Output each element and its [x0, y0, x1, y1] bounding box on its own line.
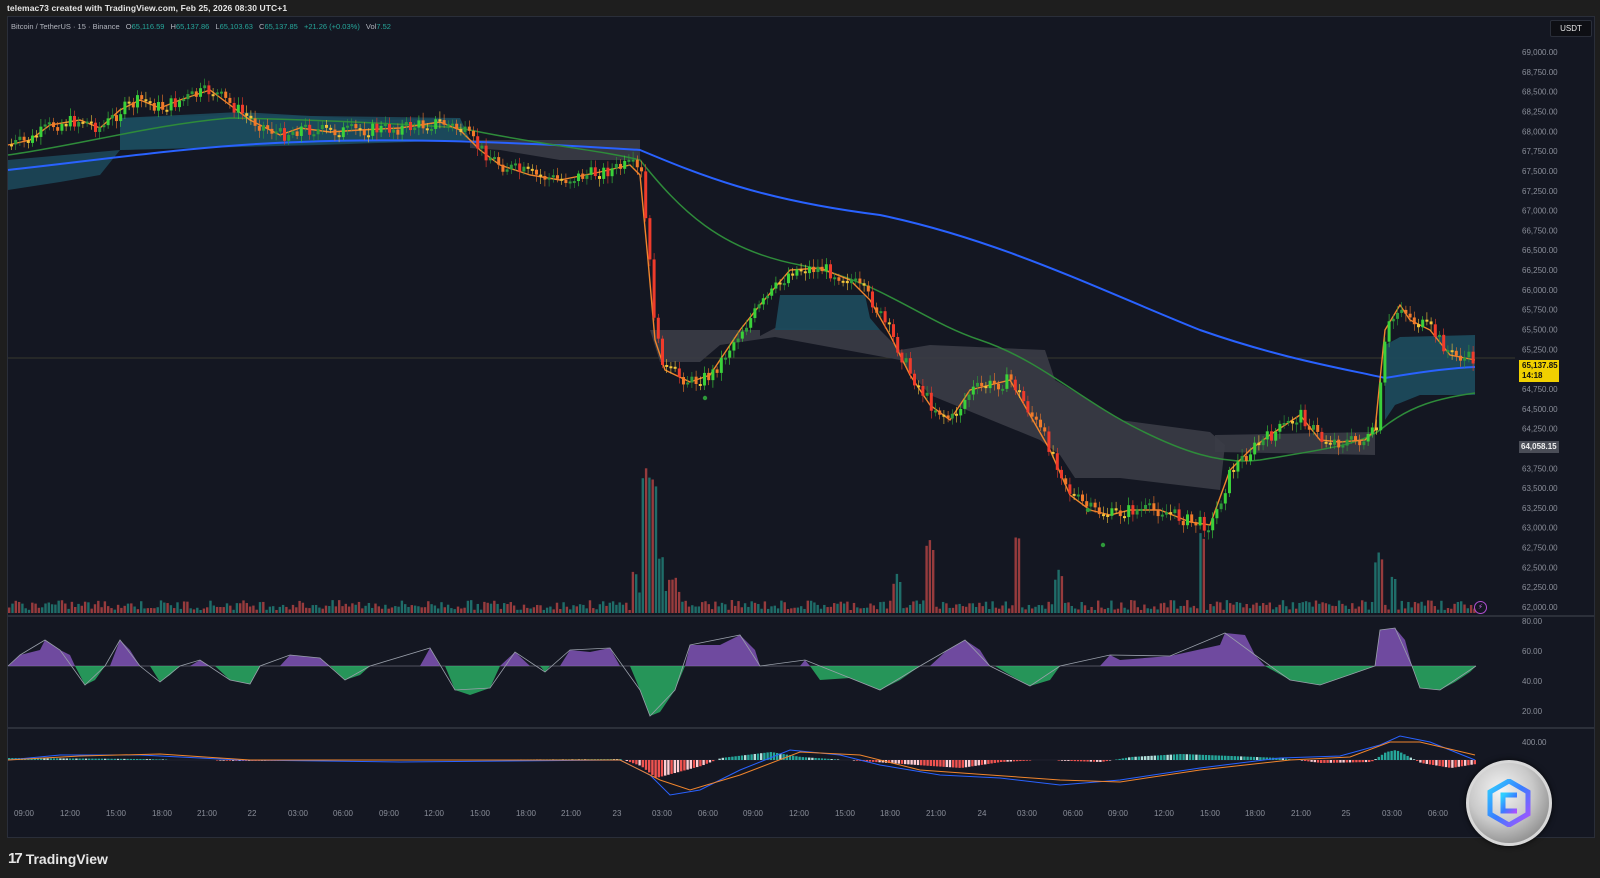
oscillator-bull-area: [8, 628, 1412, 666]
candles: [10, 78, 1475, 548]
macd-line: [7, 735, 1476, 796]
svg-text:12:00: 12:00: [60, 809, 81, 818]
svg-text:03:00: 03:00: [288, 809, 309, 818]
ema-slow-line: [7, 139, 1476, 380]
svg-text:12:00: 12:00: [789, 809, 810, 818]
cloud-bear-2: [650, 328, 1225, 490]
svg-text:63,000.00: 63,000.00: [1522, 524, 1558, 533]
last-price-tag: 65,137.85 14:18: [1519, 360, 1559, 382]
svg-text:68,250.00: 68,250.00: [1522, 107, 1558, 116]
svg-text:67,750.00: 67,750.00: [1522, 147, 1558, 156]
svg-text:18:00: 18:00: [880, 809, 901, 818]
svg-text:64,250.00: 64,250.00: [1522, 425, 1558, 434]
symbol-title[interactable]: Bitcoin / TetherUS · 15 · Binance: [11, 22, 120, 31]
open-value: 65,116.59: [131, 22, 165, 31]
svg-text:18:00: 18:00: [152, 809, 173, 818]
svg-text:03:00: 03:00: [1017, 809, 1038, 818]
tradingview-brand: TradingView: [25, 850, 108, 867]
svg-text:23: 23: [613, 809, 622, 818]
svg-text:62,500.00: 62,500.00: [1522, 563, 1558, 572]
svg-text:22: 22: [248, 809, 257, 818]
oscillator-bear-area: [75, 666, 1476, 716]
low-value: 65,103.63: [219, 22, 253, 31]
svg-text:15:00: 15:00: [1200, 809, 1221, 818]
ema-mid-line: [7, 117, 1476, 462]
level-tag: 64,058.15: [1519, 441, 1559, 453]
svg-text:25: 25: [1342, 809, 1351, 818]
volume-value: 7.52: [376, 22, 391, 31]
svg-text:06:00: 06:00: [1063, 809, 1084, 818]
svg-text:62,750.00: 62,750.00: [1522, 544, 1558, 553]
close-value: 65,137.85: [264, 22, 298, 31]
coin-logo: [1466, 760, 1552, 846]
svg-text:66,250.00: 66,250.00: [1522, 266, 1558, 275]
svg-text:63,250.00: 63,250.00: [1522, 504, 1558, 513]
svg-text:64,750.00: 64,750.00: [1522, 385, 1558, 394]
svg-text:65,250.00: 65,250.00: [1522, 345, 1558, 354]
svg-text:03:00: 03:00: [652, 809, 673, 818]
change-value: +21.26 (+0.03%): [303, 22, 360, 31]
svg-text:67,500.00: 67,500.00: [1522, 167, 1558, 176]
oscillator-line: [7, 627, 1477, 717]
attribution-text: telemac73 created with TradingView.com, …: [7, 3, 288, 13]
svg-text:60.00: 60.00: [1522, 647, 1543, 656]
svg-text:400.00: 400.00: [1522, 738, 1547, 747]
svg-text:20.00: 20.00: [1522, 707, 1543, 716]
svg-text:66,750.00: 66,750.00: [1522, 226, 1558, 235]
svg-text:62,250.00: 62,250.00: [1522, 583, 1558, 592]
svg-text:18:00: 18:00: [1245, 809, 1266, 818]
svg-text:12:00: 12:00: [1154, 809, 1175, 818]
svg-text:68,000.00: 68,000.00: [1522, 127, 1558, 136]
svg-text:09:00: 09:00: [379, 809, 400, 818]
tradingview-logo[interactable]: 17 TradingView: [8, 850, 108, 867]
hexagon-logo-icon: [1487, 779, 1531, 827]
svg-text:68,750.00: 68,750.00: [1522, 68, 1558, 77]
macd-signal-line: [7, 741, 1476, 791]
svg-text:66,000.00: 66,000.00: [1522, 286, 1558, 295]
svg-text:15:00: 15:00: [835, 809, 856, 818]
svg-text:06:00: 06:00: [333, 809, 354, 818]
svg-text:15:00: 15:00: [106, 809, 127, 818]
svg-text:63,500.00: 63,500.00: [1522, 484, 1558, 493]
svg-text:12:00: 12:00: [424, 809, 445, 818]
svg-text:66,500.00: 66,500.00: [1522, 246, 1558, 255]
svg-text:21:00: 21:00: [561, 809, 582, 818]
high-value: 65,137.86: [175, 22, 210, 31]
flash-icon[interactable]: ⚡: [1474, 601, 1487, 614]
svg-text:67,250.00: 67,250.00: [1522, 187, 1558, 196]
cloud-bear-1: [470, 140, 640, 160]
svg-text:06:00: 06:00: [698, 809, 719, 818]
svg-text:21:00: 21:00: [1291, 809, 1312, 818]
chart-frame[interactable]: [7, 16, 1595, 838]
svg-text:80.00: 80.00: [1522, 617, 1543, 626]
tradingview-mark-icon: 17: [8, 850, 23, 867]
svg-text:09:00: 09:00: [1108, 809, 1129, 818]
svg-text:69,000.00: 69,000.00: [1522, 48, 1558, 57]
svg-text:68,500.00: 68,500.00: [1522, 88, 1558, 97]
cloud-bull-mid: [775, 295, 880, 330]
svg-text:21:00: 21:00: [926, 809, 947, 818]
svg-text:18:00: 18:00: [516, 809, 537, 818]
volume-bars: [8, 468, 1476, 613]
svg-text:40.00: 40.00: [1522, 677, 1543, 686]
svg-text:09:00: 09:00: [743, 809, 764, 818]
currency-button[interactable]: USDT: [1550, 20, 1592, 37]
svg-text:21:00: 21:00: [197, 809, 218, 818]
svg-text:62,000.00: 62,000.00: [1522, 603, 1558, 612]
svg-text:15:00: 15:00: [470, 809, 491, 818]
svg-text:24: 24: [978, 809, 987, 818]
svg-text:65,750.00: 65,750.00: [1522, 306, 1558, 315]
svg-text:06:00: 06:00: [1428, 809, 1449, 818]
svg-text:03:00: 03:00: [1382, 809, 1403, 818]
svg-text:64,500.00: 64,500.00: [1522, 405, 1558, 414]
svg-text:65,500.00: 65,500.00: [1522, 326, 1558, 335]
symbol-legend: Bitcoin / TetherUS · 15 · Binance O65,11…: [11, 22, 391, 31]
svg-text:09:00: 09:00: [14, 809, 35, 818]
svg-text:63,750.00: 63,750.00: [1522, 464, 1558, 473]
svg-text:67,000.00: 67,000.00: [1522, 207, 1558, 216]
cloud-bull-right: [1385, 335, 1475, 420]
